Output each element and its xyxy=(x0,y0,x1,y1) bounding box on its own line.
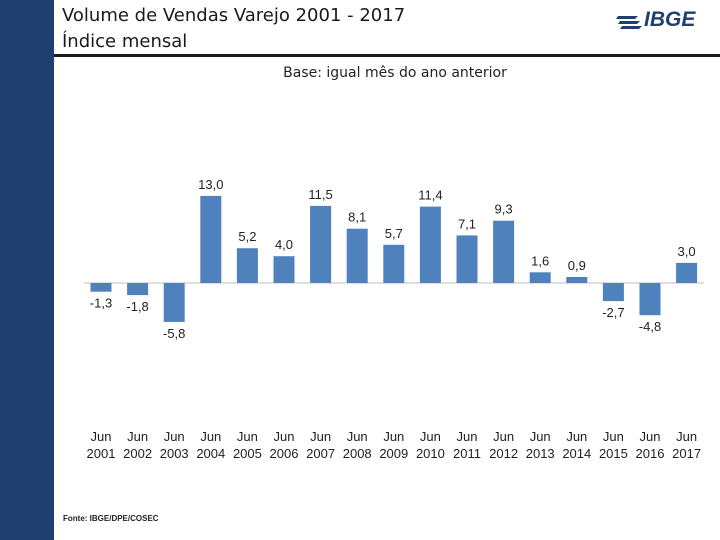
left-sidebar-band xyxy=(0,0,54,540)
tick-label-year-2014: 2014 xyxy=(562,446,591,461)
data-label-2002: -1,8 xyxy=(126,299,148,314)
tick-label-year-2007: 2007 xyxy=(306,446,335,461)
data-label-2006: 4,0 xyxy=(275,237,293,252)
tick-label-year-2003: 2003 xyxy=(160,446,189,461)
bar-2008 xyxy=(346,228,368,283)
tick-label-month-2005: Jun xyxy=(237,429,258,444)
tick-label-month-2010: Jun xyxy=(420,429,441,444)
tick-label-year-2001: 2001 xyxy=(87,446,116,461)
bar-2016 xyxy=(639,283,661,316)
data-label-2013: 1,6 xyxy=(531,253,549,268)
tick-label-year-2010: 2010 xyxy=(416,446,445,461)
tick-label-month-2015: Jun xyxy=(603,429,624,444)
tick-label-year-2008: 2008 xyxy=(343,446,372,461)
bar-2010 xyxy=(419,206,441,283)
tick-label-month-2002: Jun xyxy=(127,429,148,444)
bar-2009 xyxy=(383,244,405,283)
tick-label-year-2005: 2005 xyxy=(233,446,262,461)
tick-label-month-2009: Jun xyxy=(383,429,404,444)
page-subtitle: Índice mensal xyxy=(62,31,188,52)
tick-label-year-2004: 2004 xyxy=(196,446,225,461)
chart-subtitle: Base: igual mês do ano anterior xyxy=(283,65,507,81)
data-label-2008: 8,1 xyxy=(348,210,366,225)
tick-label-year-2012: 2012 xyxy=(489,446,518,461)
tick-label-month-2004: Jun xyxy=(200,429,221,444)
tick-label-year-2009: 2009 xyxy=(379,446,408,461)
tick-label-month-2003: Jun xyxy=(164,429,185,444)
bar-2003 xyxy=(163,283,185,322)
source-note: Fonte: IBGE/DPE/COSEC xyxy=(63,514,159,523)
data-label-2015: -2,7 xyxy=(602,305,624,320)
bar-2002 xyxy=(127,283,149,296)
bar-2004 xyxy=(200,195,222,283)
tick-label-month-2012: Jun xyxy=(493,429,514,444)
bar-2005 xyxy=(236,248,258,283)
tick-label-year-2017: 2017 xyxy=(672,446,701,461)
bar-2001 xyxy=(90,283,112,292)
bar-2012 xyxy=(493,220,515,283)
page-title: Volume de Vendas Varejo 2001 - 2017 xyxy=(62,5,406,26)
tick-label-month-2006: Jun xyxy=(274,429,295,444)
tick-label-month-2001: Jun xyxy=(91,429,112,444)
tick-label-month-2017: Jun xyxy=(676,429,697,444)
data-label-2014: 0,9 xyxy=(568,258,586,273)
data-label-2016: -4,8 xyxy=(639,319,661,334)
tick-label-year-2013: 2013 xyxy=(526,446,555,461)
tick-label-month-2016: Jun xyxy=(640,429,661,444)
bar-2013 xyxy=(529,272,551,283)
data-label-2004: 13,0 xyxy=(198,177,223,192)
tick-label-month-2014: Jun xyxy=(566,429,587,444)
data-label-2001: -1,3 xyxy=(90,296,112,311)
tick-label-year-2002: 2002 xyxy=(123,446,152,461)
tick-label-month-2008: Jun xyxy=(347,429,368,444)
data-label-2017: 3,0 xyxy=(678,244,696,259)
header-divider xyxy=(54,54,720,57)
data-label-2011: 7,1 xyxy=(458,216,476,231)
tick-label-month-2013: Jun xyxy=(530,429,551,444)
bar-2006 xyxy=(273,256,295,283)
data-label-2012: 9,3 xyxy=(495,202,513,217)
data-label-2010: 11,4 xyxy=(418,188,442,203)
tick-label-month-2011: Jun xyxy=(457,429,478,444)
ibge-logo-text: IBGE xyxy=(644,8,696,31)
data-label-2009: 5,7 xyxy=(385,226,403,241)
tick-label-year-2015: 2015 xyxy=(599,446,628,461)
bar-2017 xyxy=(676,262,698,283)
tick-label-year-2011: 2011 xyxy=(453,446,481,461)
tick-label-year-2006: 2006 xyxy=(270,446,299,461)
bar-2007 xyxy=(310,205,332,283)
bar-2014 xyxy=(566,277,588,283)
bar-2015 xyxy=(602,283,624,302)
data-label-2003: -5,8 xyxy=(163,326,185,341)
ibge-logo-icon xyxy=(616,16,642,29)
tick-label-year-2016: 2016 xyxy=(636,446,665,461)
tick-label-month-2007: Jun xyxy=(310,429,331,444)
bar-2011 xyxy=(456,235,478,283)
data-label-2007: 11,5 xyxy=(308,187,332,202)
data-label-2005: 5,2 xyxy=(238,229,256,244)
